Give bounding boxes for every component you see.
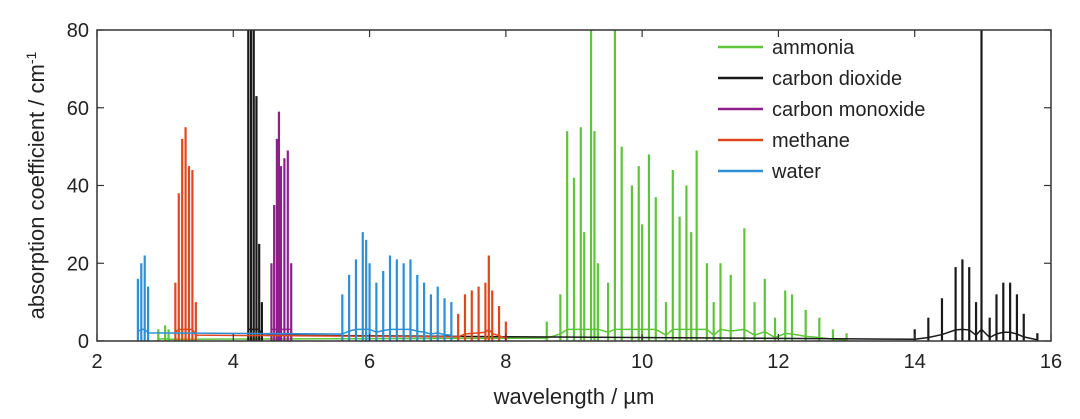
legend-label: water bbox=[771, 161, 821, 183]
series-methane bbox=[174, 127, 507, 341]
y-axis-label-exponent: -1 bbox=[23, 51, 39, 64]
y-tick-label: 0 bbox=[78, 331, 89, 353]
series-carbon-monoxide bbox=[270, 111, 293, 341]
x-tick-label: 12 bbox=[767, 351, 789, 373]
x-tick-label: 8 bbox=[500, 351, 511, 373]
x-tick-label: 6 bbox=[364, 351, 375, 373]
series-baseline bbox=[174, 328, 507, 339]
x-axis-ticks: 2 4 6 8 10 12 14 16 bbox=[91, 30, 1062, 373]
x-tick-label: 16 bbox=[1040, 351, 1062, 373]
x-axis-label: wavelength / µm bbox=[493, 384, 655, 409]
x-tick-label: 14 bbox=[904, 351, 926, 373]
y-tick-label: 20 bbox=[67, 253, 89, 275]
y-tick-label: 60 bbox=[67, 98, 89, 120]
y-axis-ticks: 0 20 40 60 80 bbox=[67, 20, 1051, 353]
series-ammonia bbox=[157, 30, 848, 341]
y-tick-label: 40 bbox=[67, 176, 89, 198]
series-carbon-dioxide bbox=[247, 30, 1039, 341]
y-axis-label-main: absorption coefficient / cm bbox=[24, 64, 49, 319]
series-baseline bbox=[158, 328, 847, 341]
legend-label: carbon monoxide bbox=[772, 99, 925, 121]
x-tick-label: 4 bbox=[228, 351, 239, 373]
legend-label: ammonia bbox=[772, 37, 855, 59]
x-tick-label: 10 bbox=[631, 351, 653, 373]
series-baseline bbox=[137, 328, 452, 336]
series-baseline bbox=[248, 328, 1038, 341]
y-axis-label: absorption coefficient / cm-1 bbox=[23, 51, 49, 319]
series-layer bbox=[136, 30, 1039, 341]
legend: ammonia carbon dioxide carbon monoxide meth… bbox=[718, 37, 925, 183]
legend-label: carbon dioxide bbox=[772, 68, 902, 90]
x-tick-label: 2 bbox=[91, 351, 102, 373]
legend-label: methane bbox=[772, 130, 850, 152]
series-water bbox=[136, 232, 453, 341]
y-tick-label: 80 bbox=[67, 20, 89, 42]
